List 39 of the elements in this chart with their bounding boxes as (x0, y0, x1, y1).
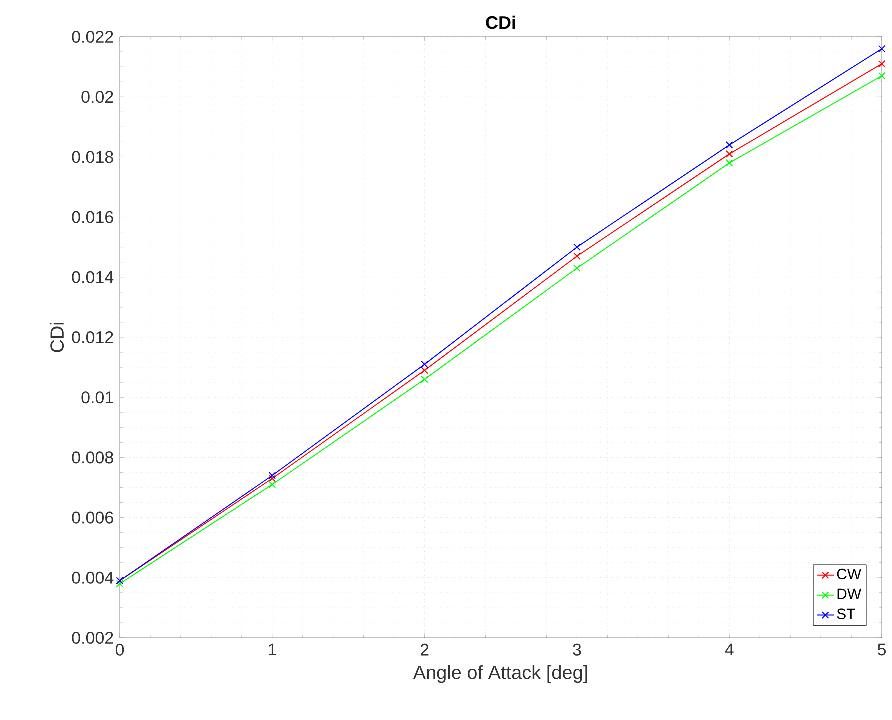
point (421, 360, 428, 368)
legend-label: DW (838, 588, 862, 600)
y-tick-label: 0.02 (82, 91, 114, 104)
y-tick-label: 0.008 (72, 452, 114, 464)
x-tick-label: 0 (116, 644, 124, 656)
x-tick-label: 3 (573, 644, 582, 656)
y-tick-label: 0.014 (72, 271, 114, 284)
point (878, 45, 886, 53)
point (878, 72, 886, 80)
point (726, 141, 734, 149)
point (574, 244, 581, 252)
y-tick-label: 0.018 (72, 151, 114, 164)
legend-label: CW (837, 568, 862, 580)
y-tick-label: 0.006 (72, 512, 114, 524)
point (574, 252, 581, 260)
y-tick-label: 0.004 (72, 572, 114, 584)
point (574, 264, 581, 272)
x-tick-label: 2 (420, 644, 429, 656)
point (878, 60, 886, 68)
x-tick-label: 5 (878, 644, 886, 656)
chart-title: CDi (486, 16, 516, 30)
x-axis-title: Angle of Attack [deg] (413, 665, 588, 684)
legend-label: ST (837, 608, 856, 620)
point (268, 472, 276, 480)
y-tick-label: 0.002 (72, 632, 114, 644)
point (726, 160, 734, 167)
point (726, 150, 734, 158)
x-tick-label: 4 (725, 644, 734, 656)
point (421, 376, 428, 384)
y-tick-label: 0.016 (72, 211, 114, 224)
y-tick-label: 0.01 (82, 392, 114, 404)
y-tick-label: 0.012 (72, 331, 114, 344)
point (268, 481, 276, 488)
point (116, 580, 124, 588)
point (421, 366, 428, 374)
x-tick-label: 1 (268, 644, 276, 656)
y-axis-title: CDi (50, 322, 64, 352)
y-tick-label: 0.022 (72, 30, 114, 44)
point (268, 475, 276, 482)
